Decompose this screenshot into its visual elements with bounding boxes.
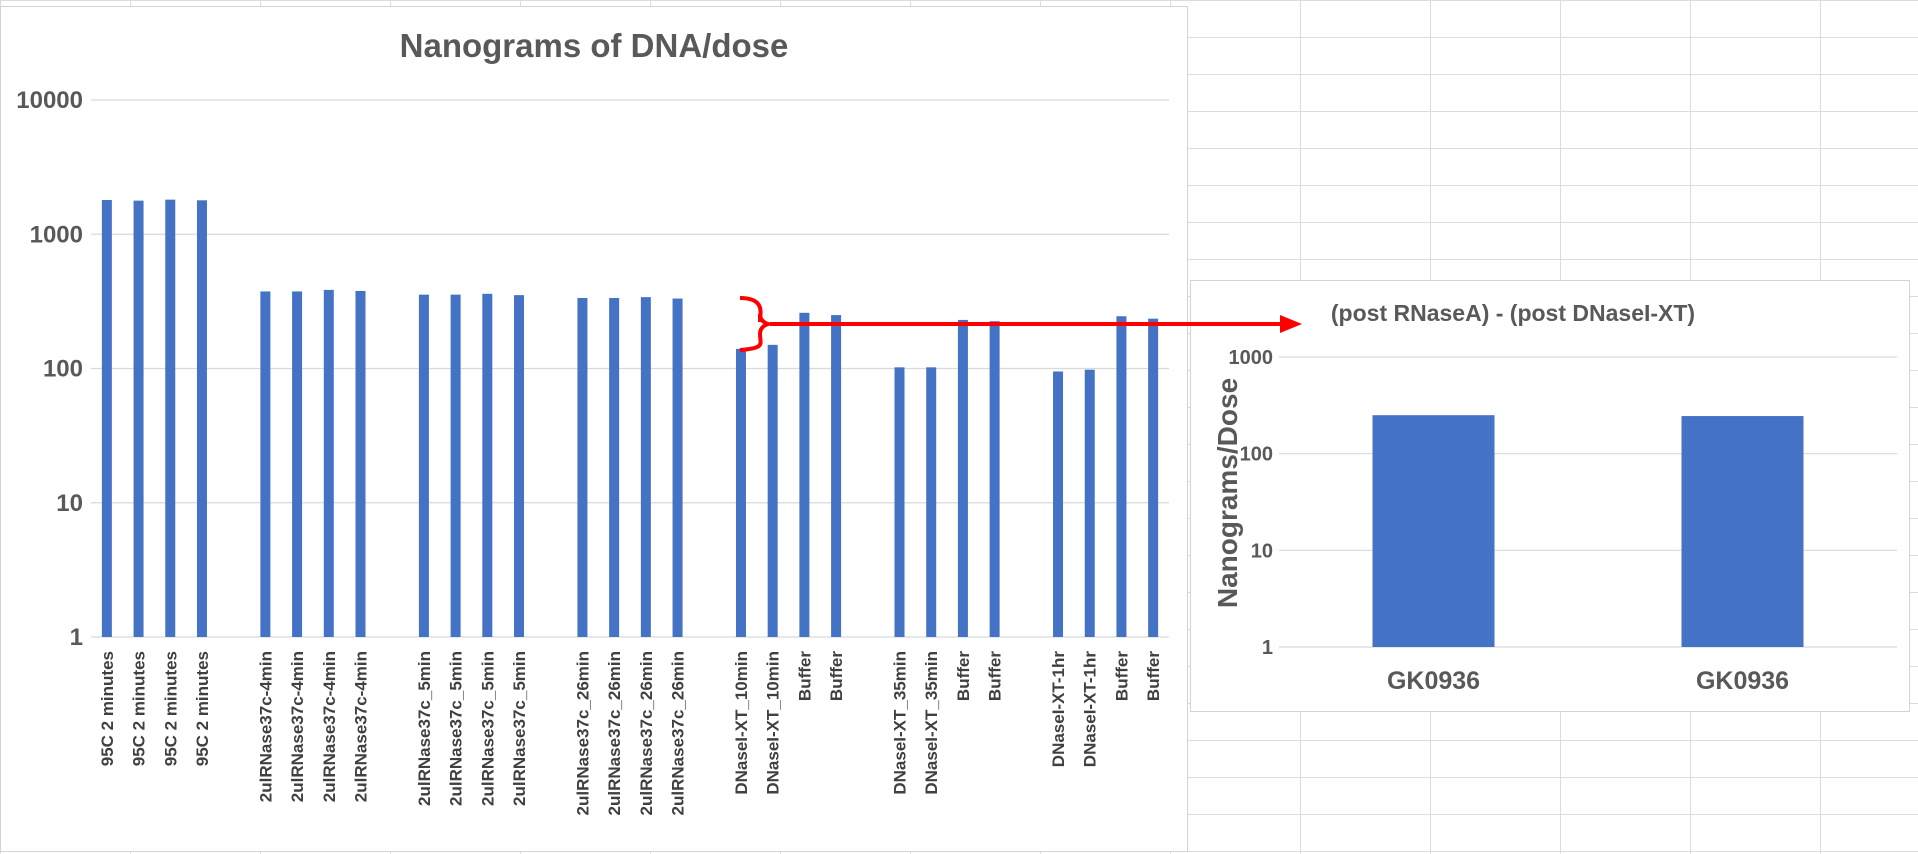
main-x-tick-label: DNaseI-XT-1hr	[1081, 651, 1100, 768]
inset-bar	[1372, 415, 1495, 647]
inset-x-tick-label: GK0936	[1696, 667, 1789, 695]
main-bar	[514, 295, 525, 637]
main-bar	[101, 199, 112, 637]
main-bar	[577, 298, 588, 637]
main-x-tick-label: 2ulRNase37c_26min	[637, 651, 656, 815]
inset-y-tick-label: 10	[1251, 540, 1273, 562]
main-y-tick-label: 10	[56, 490, 83, 517]
inset-chart-title: (post RNaseA) - (post DNaseI-XT)	[1331, 300, 1695, 326]
main-x-tick-label: DNaseI-XT_10min	[732, 651, 751, 795]
main-x-tick-label: 95C 2 minutes	[193, 651, 212, 766]
main-bar	[292, 291, 303, 637]
main-x-tick-label: Buffer	[954, 651, 973, 701]
main-y-tick-label: 1000	[30, 221, 83, 248]
inset-chart-panel[interactable]: (post RNaseA) - (post DNaseI-XT) Nanogra…	[1190, 280, 1910, 712]
main-x-tick-label: DNaseI-XT-1hr	[1049, 651, 1068, 768]
main-bar	[640, 297, 651, 637]
main-bar	[831, 315, 842, 637]
main-x-tick-label: 2ulRNase37c_5min	[510, 651, 529, 806]
main-bar	[957, 319, 968, 637]
main-x-tick-label: DNaseI-XT_10min	[764, 651, 783, 795]
main-x-tick-labels: 95C 2 minutes 95C 2 minutes 95C 2 minutes 9…	[98, 651, 1163, 816]
main-bar	[926, 367, 937, 637]
main-bar	[767, 344, 778, 637]
main-chart-title: Nanograms of DNA/dose	[400, 27, 789, 64]
main-x-tick-label: DNaseI-XT_35min	[891, 651, 910, 795]
inset-x-tick-label: GK0936	[1387, 667, 1480, 695]
main-x-tick-label: 2ulRNase37c-4min	[320, 651, 339, 802]
inset-bar	[1681, 416, 1804, 647]
main-x-tick-label: 2ulRNase37c_5min	[478, 651, 497, 806]
main-bar	[1148, 318, 1159, 637]
main-x-tick-label: 95C 2 minutes	[98, 651, 117, 766]
main-bar	[1116, 316, 1127, 637]
main-bar	[799, 312, 810, 637]
main-bar	[672, 298, 683, 637]
main-x-tick-label: Buffer	[1112, 651, 1131, 701]
main-x-tick-label: Buffer	[986, 651, 1005, 701]
main-bar	[450, 294, 461, 637]
inset-y-tick-label: 100	[1240, 444, 1273, 466]
main-bar	[735, 348, 746, 637]
main-x-tick-label: 2ulRNase37c-4min	[288, 651, 307, 802]
main-x-tick-label: 95C 2 minutes	[161, 651, 180, 766]
main-y-tick-label: 100	[43, 356, 83, 383]
main-x-tick-label: 2ulRNase37c_26min	[605, 651, 624, 815]
main-bar	[260, 291, 271, 637]
main-x-tick-label: DNaseI-XT_35min	[922, 651, 941, 795]
inset-y-tick-label: 1	[1262, 637, 1273, 659]
main-bar	[196, 200, 207, 637]
main-bar	[133, 200, 144, 638]
inset-y-tick-label: 1000	[1229, 347, 1274, 369]
inset-y-tick-labels: 1 10 100 1000	[1229, 347, 1274, 659]
main-y-tick-label: 1	[70, 624, 83, 651]
main-bar	[894, 367, 905, 637]
main-x-tick-label: 95C 2 minutes	[130, 651, 149, 766]
inset-gridlines	[1279, 356, 1897, 648]
main-bar	[355, 290, 366, 637]
main-x-tick-label: 2ulRNase37c_5min	[415, 651, 434, 806]
main-x-tick-label: Buffer	[795, 651, 814, 701]
main-x-tick-label: 2ulRNase37c_26min	[573, 651, 592, 815]
inset-y-axis-label: Nanograms/Dose	[1212, 378, 1243, 608]
main-chart-panel[interactable]: Nanograms of DNA/dose 1 10 100 1000 10000 95…	[0, 6, 1188, 852]
main-bar	[1053, 371, 1064, 637]
main-bar	[323, 289, 334, 637]
main-bar	[609, 298, 620, 637]
main-bar	[165, 199, 176, 637]
main-y-tick-labels: 1 10 100 1000 10000	[16, 87, 83, 651]
main-bar	[989, 321, 1000, 637]
inset-x-tick-labels: GK0936 GK0936	[1387, 667, 1789, 695]
main-y-tick-label: 10000	[16, 87, 83, 114]
inset-bars	[1372, 415, 1804, 647]
main-x-tick-label: Buffer	[827, 651, 846, 701]
main-gridlines	[91, 99, 1169, 638]
main-x-tick-label: 2ulRNase37c-4min	[256, 651, 275, 802]
main-x-tick-label: 2ulRNase37c_26min	[669, 651, 688, 815]
main-x-tick-label: 2ulRNase37c-4min	[352, 651, 371, 802]
main-chart-svg: Nanograms of DNA/dose 1 10 100 1000 10000 95…	[16, 27, 1169, 816]
inset-chart-svg: (post RNaseA) - (post DNaseI-XT) Nanogra…	[1212, 300, 1897, 695]
main-bar	[482, 293, 493, 637]
main-bar	[418, 294, 429, 637]
main-bars	[101, 199, 1159, 638]
main-x-tick-label: Buffer	[1144, 651, 1163, 701]
main-x-tick-label: 2ulRNase37c_5min	[447, 651, 466, 806]
main-bar	[1084, 369, 1095, 637]
